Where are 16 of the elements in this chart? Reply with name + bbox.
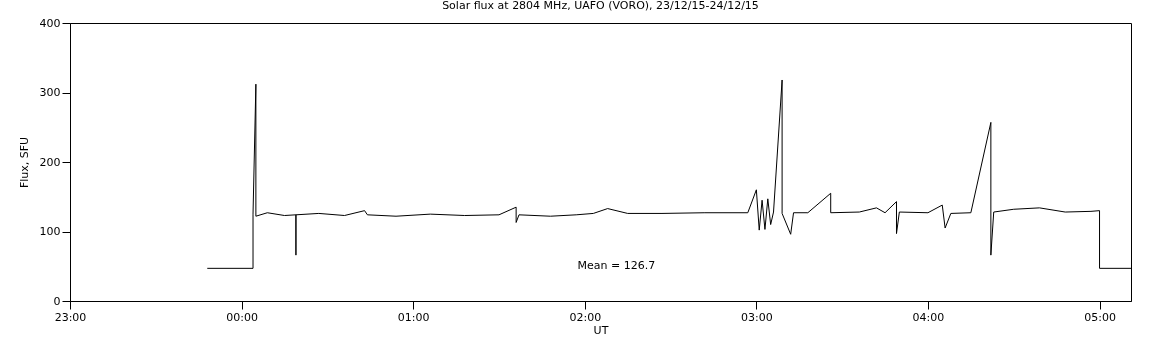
x-axis-title: UT [593, 323, 609, 337]
y-axis-title: Flux, SFU [17, 136, 31, 189]
y-tick-label: 400 [39, 16, 61, 30]
x-tick-label: 05:00 [1084, 310, 1116, 324]
y-tick-label: 100 [39, 225, 61, 238]
chart-title: Solar flux at 2804 MHz, UAFO (VORO), 23/12/15-24/12/15 [442, 0, 759, 12]
x-tick-label: 00:00 [226, 310, 258, 324]
x-tick-label: 02:00 [569, 310, 602, 324]
x-tick-label: 23:00 [54, 310, 87, 324]
x-tick-label: 03:00 [741, 310, 773, 324]
y-tick-label: 300 [39, 86, 61, 99]
y-tick-label: 200 [39, 155, 61, 169]
x-tick-label: 01:00 [397, 310, 430, 324]
x-tick-label: 04:00 [912, 310, 945, 324]
annotation: Mean = 126.7 [577, 259, 656, 273]
y-tick-label: 0 [53, 294, 61, 308]
